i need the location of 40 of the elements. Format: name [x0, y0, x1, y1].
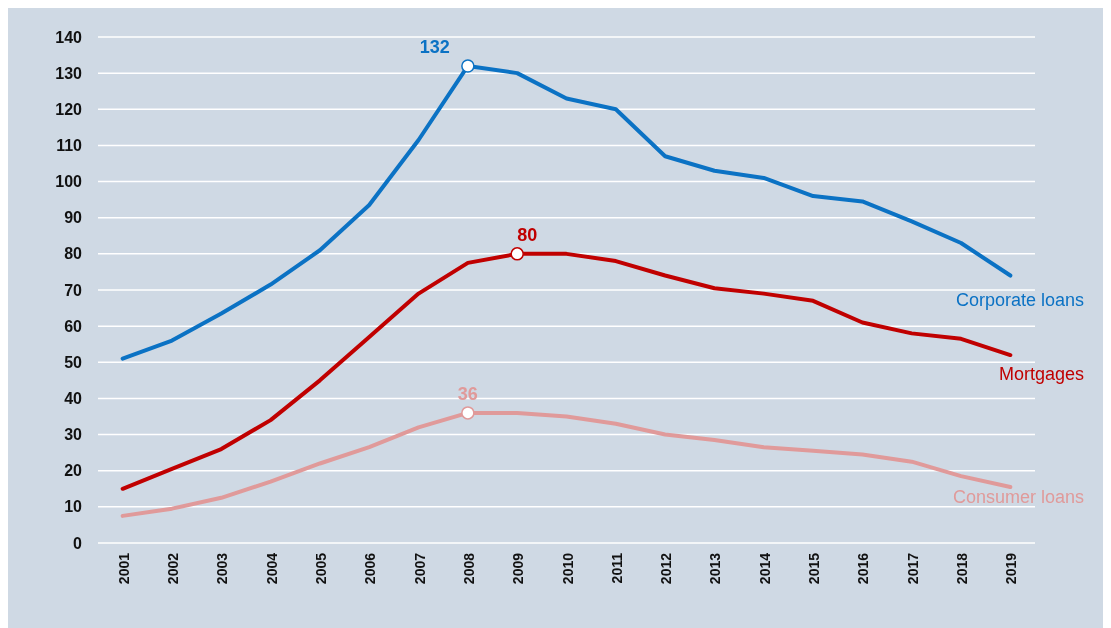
- x-tick-label: 2007: [411, 552, 428, 585]
- series-label: Consumer loans: [952, 486, 1084, 507]
- annotation: 132: [419, 36, 450, 57]
- y-tick-label: 60: [64, 317, 83, 335]
- annotation: 80: [517, 224, 538, 245]
- y-tick-label: 120: [55, 100, 83, 118]
- y-tick-label: 140: [55, 28, 83, 46]
- x-tick-label: 2001: [115, 552, 132, 585]
- x-tick-label: 2012: [658, 552, 675, 585]
- series-label: Corporate loans: [955, 289, 1084, 310]
- y-tick-label: 30: [64, 426, 83, 444]
- y-tick-label: 90: [64, 209, 83, 227]
- x-tick-label: 2011: [608, 552, 625, 584]
- y-tick-label: 100: [55, 173, 83, 191]
- x-tick-label: 2015: [806, 552, 823, 585]
- x-tick-label: 2014: [756, 552, 773, 585]
- x-tick-label: 2010: [559, 552, 576, 585]
- y-tick-label: 20: [64, 462, 83, 480]
- annotation: 36: [457, 383, 478, 404]
- series-label: Mortgages: [998, 364, 1084, 385]
- y-tick-label: 130: [55, 64, 83, 82]
- y-tick-label: 80: [64, 245, 83, 263]
- x-tick-label: 2009: [510, 552, 527, 585]
- y-tick-label: 40: [64, 390, 83, 408]
- y-tick-label: 50: [64, 353, 83, 371]
- x-tick-label: 2019: [1003, 552, 1020, 585]
- x-tick-label: 2003: [214, 552, 231, 585]
- x-tick-label: 2008: [460, 552, 477, 585]
- x-tick-label: 2013: [707, 552, 724, 585]
- x-tick-label: 2002: [164, 552, 181, 585]
- x-tick-label: 2016: [855, 552, 872, 585]
- y-tick-label: 70: [64, 281, 83, 299]
- x-tick-label: 2018: [954, 552, 971, 585]
- x-tick-label: 2004: [263, 552, 280, 585]
- y-tick-label: 110: [56, 137, 83, 155]
- y-tick-label: 0: [73, 534, 83, 552]
- x-tick-label: 2017: [904, 552, 921, 585]
- y-tick-label: 10: [64, 498, 83, 516]
- x-tick-label: 2006: [362, 552, 379, 585]
- x-tick-label: 2005: [312, 552, 329, 585]
